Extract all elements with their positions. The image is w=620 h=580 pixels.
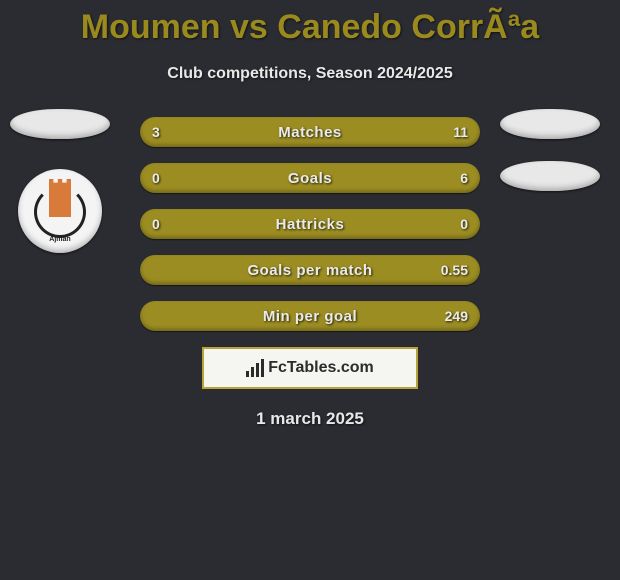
- stat-bar-goals: 0 Goals 6: [140, 163, 480, 193]
- bar-chart-icon: [246, 359, 264, 377]
- stat-bar-min-per-goal: Min per goal 249: [140, 301, 480, 331]
- stat-bar-hattricks: 0 Hattricks 0: [140, 209, 480, 239]
- left-player-name-oval: [10, 109, 110, 139]
- stat-label: Goals per match: [247, 262, 372, 279]
- ajman-ring-icon: [34, 186, 86, 238]
- left-team-logo: Ajman: [18, 169, 102, 253]
- season-subtitle: Club competitions, Season 2024/2025: [0, 65, 620, 83]
- fctables-label: FcTables.com: [268, 359, 374, 377]
- stat-label: Hattricks: [276, 216, 345, 233]
- stat-right-value: 0: [460, 216, 468, 232]
- right-player-column: [500, 109, 600, 213]
- stat-left-value: 0: [152, 170, 160, 186]
- fctables-attribution[interactable]: FcTables.com: [202, 347, 418, 389]
- comparison-content: Ajman 3 Matches 11 0 Goals 6 0 Hattricks…: [0, 117, 620, 429]
- stat-left-value: 3: [152, 124, 160, 140]
- right-team-logo-oval: [500, 161, 600, 191]
- stat-right-value: 0.55: [441, 262, 468, 278]
- stat-label: Matches: [278, 124, 342, 141]
- snapshot-date: 1 march 2025: [0, 409, 620, 429]
- stat-right-value: 249: [445, 308, 468, 324]
- stat-right-value: 6: [460, 170, 468, 186]
- stat-right-value: 11: [453, 124, 468, 140]
- stat-left-value: 0: [152, 216, 160, 232]
- stat-label: Goals: [288, 170, 332, 187]
- page-title: Moumen vs Canedo CorrÃªa: [0, 0, 620, 47]
- right-player-name-oval: [500, 109, 600, 139]
- ajman-logo-text: Ajman: [49, 236, 70, 243]
- stat-bar-matches: 3 Matches 11: [140, 117, 480, 147]
- stat-bar-goals-per-match: Goals per match 0.55: [140, 255, 480, 285]
- stat-label: Min per goal: [263, 308, 357, 325]
- left-player-column: Ajman: [10, 109, 110, 253]
